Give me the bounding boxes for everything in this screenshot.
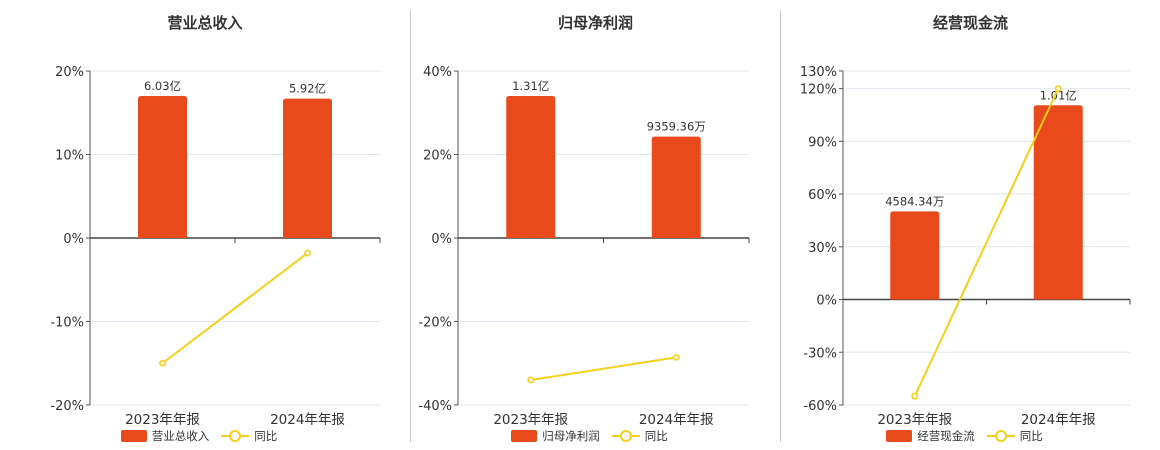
- legend-bar-swatch: [511, 430, 538, 442]
- y-tick-label: 10%: [55, 149, 84, 164]
- y-tick-label: 130%: [800, 65, 837, 80]
- legend-label: 归母净利润: [542, 429, 600, 443]
- legend: 归母净利润 同比: [411, 428, 780, 444]
- legend-bar-swatch: [120, 430, 147, 442]
- legend-line-swatch: [986, 430, 1015, 442]
- chart-panel-operating-cashflow: 经营现金流 130% 120% 90% 60% 30% 0% -30% -60% 4584.34…: [781, 0, 1160, 450]
- y-tick-label: 0%: [816, 294, 837, 309]
- y-tick-label: 20%: [55, 65, 84, 80]
- y-tick-label: -30%: [803, 346, 837, 361]
- line-series: [913, 88, 1060, 397]
- chart-svg: 20% 10% 0% -10% -20% 6.03亿 2023年年报 5.92亿 2024年年报: [50, 65, 381, 425]
- bar-data-label: 5.92亿: [289, 82, 326, 96]
- legend-item-bar[interactable]: 营业总收入: [120, 428, 210, 444]
- legend-item-line[interactable]: 同比: [221, 428, 277, 444]
- y-tick-label: -20%: [50, 399, 84, 414]
- chart-svg: 130% 120% 90% 60% 30% 0% -30% -60% 4584.34万 2023年…: [800, 65, 1131, 425]
- line-point: [527, 376, 535, 384]
- y-tick-label: 20%: [423, 149, 452, 164]
- bar-data-label: 9359.36万: [647, 120, 706, 134]
- x-tick-label: 2024年年报: [1021, 412, 1096, 425]
- x-tick-label: 2023年年报: [125, 412, 200, 425]
- y-tick-label: 0%: [63, 232, 84, 247]
- y-tick-label: 60%: [808, 188, 837, 203]
- legend-item-line[interactable]: 同比: [611, 428, 668, 444]
- legend-line-swatch: [611, 430, 640, 442]
- line-series: [161, 252, 309, 365]
- bar-data-label: 6.03亿: [144, 79, 181, 93]
- chart-svg: 40% 20% 0% -20% -40% 1.31亿 2023年年报 9359.36万 2024…: [418, 65, 750, 425]
- chart-panel-revenue: 营业总收入 20% 10% 0% -10% -20% 6.03亿 2023年年报 5.92亿 2…: [0, 0, 410, 450]
- chart-title: 经营现金流: [932, 14, 1008, 32]
- x-tick-label: 2023年年报: [877, 412, 952, 425]
- legend: 营业总收入 同比: [0, 428, 410, 444]
- y-tick-label: -60%: [803, 399, 837, 414]
- legend-item-line[interactable]: 同比: [986, 428, 1043, 444]
- bar: [138, 96, 187, 238]
- panel-divider: [410, 10, 411, 442]
- legend-line-swatch: [221, 430, 250, 442]
- x-tick-label: 2023年年报: [493, 412, 568, 425]
- y-tick-label: -10%: [50, 316, 84, 331]
- chart-title: 营业总收入: [167, 14, 243, 32]
- bar-data-label: 1.01亿: [1040, 88, 1077, 102]
- y-tick-label: 30%: [808, 241, 837, 256]
- legend-bar-swatch: [886, 430, 913, 442]
- line-series: [530, 356, 677, 381]
- x-tick-label: 2024年年报: [270, 412, 345, 425]
- bar: [890, 211, 940, 300]
- legend-label: 营业总收入: [151, 429, 210, 443]
- y-tick-label: 90%: [808, 135, 837, 150]
- y-tick-label: -40%: [418, 399, 452, 414]
- legend-label: 经营现金流: [917, 429, 975, 443]
- y-tick-label: 120%: [800, 83, 837, 98]
- panel-divider: [780, 10, 781, 442]
- chart-title: 归母净利润: [557, 14, 633, 32]
- legend: 经营现金流 同比: [781, 428, 1160, 444]
- line-point: [911, 392, 919, 400]
- legend-label: 同比: [644, 429, 668, 443]
- chart-panel-net-profit: 归母净利润 40% 20% 0% -20% -40% 1.31亿 2023年年报 9359.3…: [411, 0, 780, 450]
- line-point: [1054, 85, 1062, 92]
- bar: [1033, 105, 1083, 300]
- legend-label: 同比: [254, 429, 278, 443]
- bar: [651, 136, 701, 238]
- x-tick-label: 2024年年报: [639, 412, 714, 425]
- bar: [283, 98, 332, 239]
- bar-data-label: 4584.34万: [885, 194, 944, 208]
- y-tick-label: 0%: [431, 232, 452, 247]
- y-tick-label: -20%: [418, 316, 452, 331]
- y-tick-label: 40%: [423, 65, 452, 80]
- line-point: [304, 249, 311, 257]
- line-point: [159, 359, 166, 367]
- bar: [506, 96, 556, 238]
- legend-item-bar[interactable]: 经营现金流: [886, 428, 975, 444]
- bar-data-label: 1.31亿: [512, 79, 549, 93]
- line-point: [672, 354, 680, 361]
- legend-label: 同比: [1019, 429, 1043, 443]
- legend-item-bar[interactable]: 归母净利润: [511, 428, 600, 444]
